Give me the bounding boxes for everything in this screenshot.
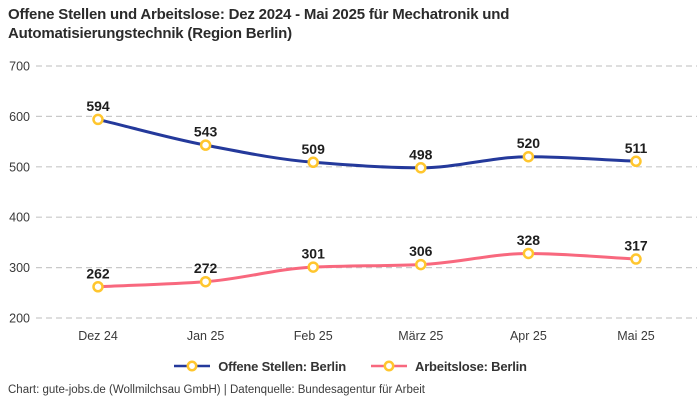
legend-line-marker-icon — [174, 360, 211, 372]
y-axis-tick-label: 500 — [9, 160, 30, 174]
line-chart-plot-area: 700 600 500 400 300 200 Dez 24 Jan 25 Feb 25 März… — [9, 60, 697, 343]
data-point-marker-arbeitslose-berlin[interactable] — [415, 258, 427, 271]
y-axis-tick-label: 400 — [9, 211, 30, 225]
data-point-label: 594 — [86, 98, 110, 114]
y-axis-tick-label: 600 — [9, 110, 30, 124]
x-axis-tick-label: März 25 — [398, 329, 443, 343]
x-axis-tick-label: Jan 25 — [187, 329, 225, 343]
chart-legend: Offene Stellen: Berlin Arbeitslose: Berl… — [0, 354, 700, 378]
data-point-marker-offene-stellen-berlin[interactable] — [630, 155, 642, 168]
data-point-label: 262 — [86, 265, 110, 281]
data-point-label: 543 — [194, 124, 218, 140]
data-point-label: 317 — [624, 238, 648, 254]
x-axis-tick-label: Feb 25 — [294, 329, 333, 343]
y-axis-tick-label: 300 — [9, 261, 30, 275]
data-point-marker-offene-stellen-berlin[interactable] — [199, 139, 212, 151]
series-line-offene-stellen-berlin — [96, 117, 638, 170]
legend-item-arbeitslose[interactable]: Arbeitslose: Berlin — [370, 359, 527, 374]
data-point-label: 511 — [625, 140, 648, 156]
data-point-marker-offene-stellen-berlin[interactable] — [307, 156, 319, 169]
data-point-label: 520 — [517, 135, 541, 151]
data-point-marker-arbeitslose-berlin[interactable] — [630, 253, 642, 265]
data-point-marker-offene-stellen-berlin[interactable] — [92, 113, 104, 126]
x-axis-tick-label: Mai 25 — [617, 329, 655, 343]
data-point-label: 301 — [302, 246, 326, 262]
attribution-source-line: Chart: gute-jobs.de (Wollmilchsau GmbH) … — [8, 384, 425, 396]
data-point-label: 328 — [517, 232, 541, 248]
data-point-marker-arbeitslose-berlin[interactable] — [199, 275, 212, 288]
data-point-marker-arbeitslose-berlin[interactable] — [92, 281, 104, 293]
x-axis-tick-label: Dez 24 — [78, 329, 118, 343]
data-point-label: 509 — [302, 141, 326, 157]
data-point-label: 498 — [409, 146, 433, 162]
chart-title: Offene Stellen und Arbeitslose: Dez 2024… — [8, 6, 510, 42]
data-point-marker-offene-stellen-berlin[interactable] — [522, 150, 535, 163]
data-point-marker-offene-stellen-berlin[interactable] — [415, 162, 427, 174]
data-point-label: 306 — [409, 243, 433, 259]
series-line-arbeitslose-berlin — [96, 251, 638, 289]
legend-line-marker-icon — [371, 360, 407, 372]
legend-label-offene-stellen: Offene Stellen: Berlin — [218, 358, 346, 374]
y-axis-tick-label: 200 — [9, 312, 30, 326]
y-axis-tick-label: 700 — [9, 60, 30, 74]
legend-item-offene-stellen[interactable]: Offene Stellen: Berlin — [173, 359, 346, 374]
data-point-label: 272 — [194, 260, 218, 276]
x-axis-tick-label: Apr 25 — [510, 329, 547, 343]
legend-label-arbeitslose: Arbeitslose: Berlin — [415, 358, 527, 374]
data-point-marker-arbeitslose-berlin[interactable] — [307, 261, 319, 273]
data-point-marker-arbeitslose-berlin[interactable] — [522, 247, 535, 260]
